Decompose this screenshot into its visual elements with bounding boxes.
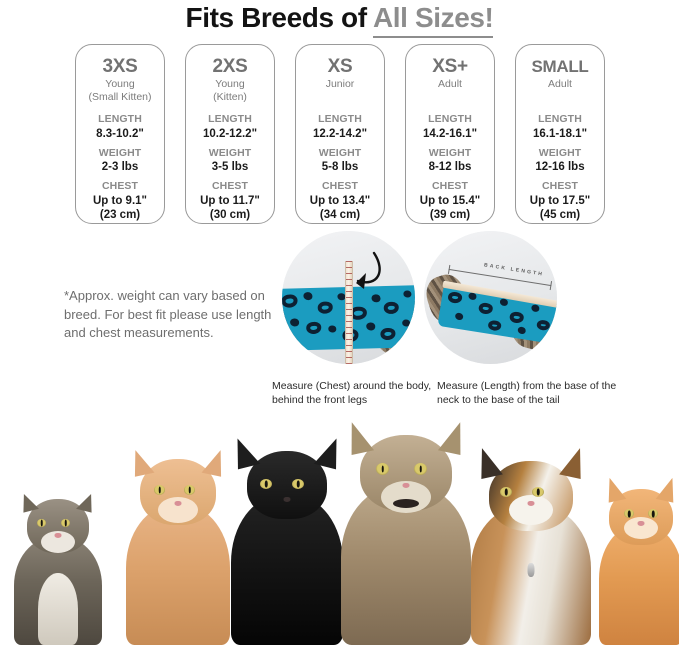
chest-label: CHEST [541,180,579,192]
size-card-title: 3XS [102,56,138,77]
length-value: 12.2-14.2" [312,127,368,140]
down-arrow-icon [356,251,381,289]
weight-disclaimer-text: *Approx. weight can vary based on breed.… [64,288,272,340]
chest-measurement-photo [282,231,415,364]
weight-label: WEIGHT [98,146,142,159]
cat-photo-orange-tabby [596,475,679,645]
chest-label: CHEST [321,180,359,192]
cat-photo-gray-tabby-kitten [5,491,110,645]
size-card-metrics: LENGTH 14.2-16.1" WEIGHT 8-12 lbs CHEST … [406,113,494,222]
size-card-title: XS+ [432,56,468,77]
chest-value: Up to 11.7" [200,194,260,207]
length-value: 14.2-16.1" [422,127,478,140]
weight-label: WEIGHT [428,146,472,159]
chest-label: CHEST [431,180,469,192]
chest-value: Up to 13.4" [309,194,371,207]
length-measurement-photo: BACK LENGTH [424,231,557,364]
length-measure-caption: Measure (Length) from the base of the ne… [437,380,617,406]
size-card-xs[interactable]: XS Junior LENGTH 12.2-14.2" WEIGHT 5-8 l… [295,44,385,224]
title-primary: Fits Breeds of [185,2,373,33]
page-title: Fits Breeds of All Sizes! [0,2,679,38]
size-card-metrics: LENGTH 8.3-10.2" WEIGHT 2-3 lbs CHEST Up… [76,113,164,222]
weight-label: WEIGHT [208,146,252,159]
size-card-age: Young [215,78,245,90]
tape-tick-marks [346,261,352,364]
size-card-title: 2XS [212,56,248,77]
weight-value: 2-3 lbs [101,161,139,173]
size-card-age: Junior [325,78,355,90]
weight-label: WEIGHT [318,146,362,159]
length-label: LENGTH [98,113,142,125]
cat-photo-row [0,418,679,645]
weight-value: 5-8 lbs [321,161,359,173]
cat-photo-calico [466,445,596,645]
length-label: LENGTH [208,113,252,125]
chest-value: Up to 15.4" [419,194,481,207]
size-card-metrics: LENGTH 16.1-18.1" WEIGHT 12-16 lbs CHEST… [516,113,604,222]
size-card-age: Adult [548,78,572,90]
size-card-list: 3XS Young (Small Kitten) LENGTH 8.3-10.2… [75,44,605,224]
weight-label: WEIGHT [538,146,582,159]
size-card-age: Adult [438,78,462,90]
length-label: LENGTH [428,113,472,125]
weight-value: 8-12 lbs [428,161,472,173]
weight-value: 12-16 lbs [535,161,585,173]
chest-label: CHEST [211,180,249,192]
chest-metric-value: (39 cm) [429,208,471,221]
size-card-xs-plus[interactable]: XS+ Adult LENGTH 14.2-16.1" WEIGHT 8-12 … [405,44,495,224]
length-value: 16.1-18.1" [532,127,588,140]
chest-value: Up to 17.5" [529,194,591,207]
size-card-subtitle: (Kitten) [213,91,247,103]
size-card-2xs[interactable]: 2XS Young (Kitten) LENGTH 10.2-12.2" WEI… [185,44,275,224]
cat-photo-brown-maine-coon [336,418,476,645]
length-label: LENGTH [538,113,582,125]
title-highlight: All Sizes! [372,2,494,38]
size-card-title: XS [327,56,353,77]
size-card-metrics: LENGTH 12.2-14.2" WEIGHT 5-8 lbs CHEST U… [296,113,384,222]
chest-label: CHEST [101,180,139,192]
length-label: LENGTH [318,113,362,125]
chest-metric-value: (45 cm) [539,208,581,221]
size-card-small[interactable]: SMALL Adult LENGTH 16.1-18.1" WEIGHT 12-… [515,44,605,224]
collar-pendant [527,563,535,577]
chest-metric-value: (34 cm) [319,208,361,221]
size-card-metrics: LENGTH 10.2-12.2" WEIGHT 3-5 lbs CHEST U… [186,113,274,222]
length-value: 8.3-10.2" [96,127,144,140]
chest-measure-caption: Measure (Chest) around the body, behind … [272,380,432,406]
length-value: 10.2-12.2" [202,127,258,140]
chest-metric-value: (30 cm) [209,208,251,221]
chest-metric-value: (23 cm) [99,208,141,221]
measuring-tape-vertical [345,261,353,364]
cat-photo-black-longhair [224,434,350,645]
chest-value: Up to 9.1" [92,194,147,207]
size-card-title: SMALL [531,57,589,76]
size-card-3xs[interactable]: 3XS Young (Small Kitten) LENGTH 8.3-10.2… [75,44,165,224]
cat-photo-cream-tabby [118,447,238,645]
weight-value: 3-5 lbs [211,161,249,173]
size-card-age: Young [105,78,135,90]
size-card-subtitle: (Small Kitten) [88,91,152,103]
